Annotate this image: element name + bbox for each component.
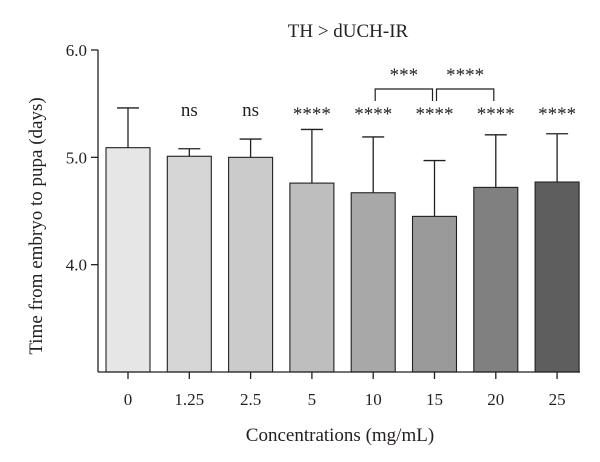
x-tick-label-0: 0 bbox=[124, 390, 133, 409]
x-tick-label-25: 25 bbox=[549, 390, 566, 409]
bar-2.5 bbox=[228, 156, 274, 373]
axes-layer bbox=[91, 49, 580, 379]
y-tick-label-5.0: 5.0 bbox=[66, 148, 87, 167]
significance-label-5: **** bbox=[293, 104, 331, 125]
significance-label-25: **** bbox=[538, 104, 576, 125]
significance-label-10: **** bbox=[354, 104, 392, 125]
x-tick-label-15: 15 bbox=[426, 390, 443, 409]
comparison-bracket-1 bbox=[374, 88, 434, 101]
x-tick-label-5: 5 bbox=[308, 390, 317, 409]
y-tick-label-6.0: 6.0 bbox=[66, 41, 87, 60]
comparison-label-2: **** bbox=[446, 65, 484, 86]
significance-label-1.25: ns bbox=[181, 100, 198, 121]
x-tick-label-10: 10 bbox=[365, 390, 382, 409]
significance-label-15: **** bbox=[416, 104, 454, 125]
bar-15 bbox=[411, 215, 458, 373]
bar-20 bbox=[473, 186, 519, 373]
bar-5 bbox=[289, 182, 335, 373]
x-tick-label-2.5: 2.5 bbox=[240, 390, 261, 409]
significance-annotations-layer: ns ns **** **** **** **** ******* **** bbox=[181, 65, 576, 125]
comparison-label-1: *** bbox=[390, 65, 419, 86]
significance-label-2.5: ns bbox=[242, 100, 259, 121]
bar-25 bbox=[534, 181, 580, 373]
error-bars-layer bbox=[117, 107, 569, 217]
tick-labels-layer: 4.0 5.0 6.0 0 1.25 2.5 5 10 15 20 25 bbox=[66, 41, 566, 409]
x-axis-label: Concentrations (mg/mL) bbox=[246, 425, 434, 446]
bars-layer bbox=[105, 147, 580, 373]
bar-1.25 bbox=[166, 155, 212, 373]
comparison-bracket-2 bbox=[435, 88, 495, 101]
y-axis-label: Time from embryo to pupa (days) bbox=[26, 97, 47, 354]
bar-10 bbox=[350, 192, 396, 373]
chart-title: TH > dUCH-IR bbox=[288, 21, 409, 42]
x-tick-label-1.25: 1.25 bbox=[174, 390, 204, 409]
x-tick-label-20: 20 bbox=[487, 390, 504, 409]
bar-0 bbox=[105, 147, 151, 373]
y-tick-label-4.0: 4.0 bbox=[66, 256, 87, 275]
significance-label-20: **** bbox=[477, 104, 515, 125]
